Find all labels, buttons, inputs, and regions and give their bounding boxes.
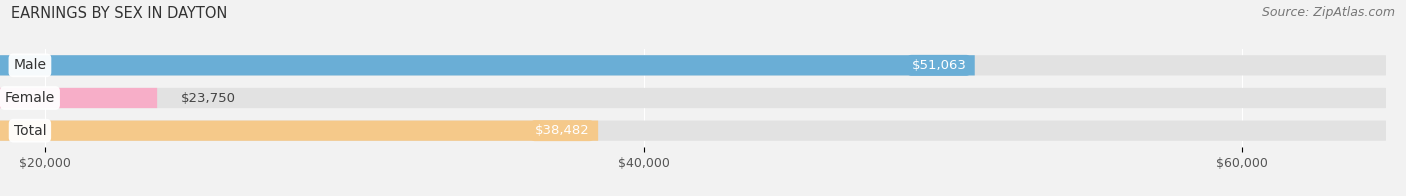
- FancyBboxPatch shape: [0, 88, 1386, 108]
- Text: Female: Female: [4, 91, 55, 105]
- Text: EARNINGS BY SEX IN DAYTON: EARNINGS BY SEX IN DAYTON: [11, 6, 228, 21]
- Text: Source: ZipAtlas.com: Source: ZipAtlas.com: [1261, 6, 1395, 19]
- Text: $51,063: $51,063: [911, 59, 966, 72]
- FancyBboxPatch shape: [0, 88, 157, 108]
- Text: $38,482: $38,482: [534, 124, 589, 137]
- FancyBboxPatch shape: [0, 55, 974, 75]
- FancyBboxPatch shape: [0, 121, 598, 141]
- FancyBboxPatch shape: [0, 55, 1386, 75]
- FancyBboxPatch shape: [0, 121, 1386, 141]
- Text: Total: Total: [14, 124, 46, 138]
- Text: Male: Male: [14, 58, 46, 72]
- Text: $23,750: $23,750: [181, 92, 236, 104]
